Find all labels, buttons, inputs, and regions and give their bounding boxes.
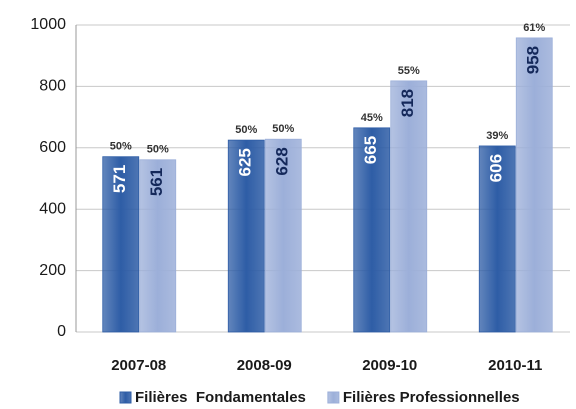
share-label: 50% [272,123,294,135]
y-tick-label: 800 [39,78,66,95]
value-label: 561 [147,168,166,196]
x-tick-label: 2008-09 [237,357,292,374]
share-label: 39% [486,130,508,142]
bar [227,139,265,333]
legend-swatch [327,391,340,404]
value-label: 628 [273,147,292,175]
legend-swatch [119,391,132,404]
x-tick-label: 2009-10 [362,357,417,374]
y-tick-label: 400 [39,200,66,217]
legend-label: Filières Professionnelles [343,389,520,406]
value-label: 625 [236,148,255,176]
share-label: 50% [110,141,132,153]
bar [390,80,428,333]
share-label: 61% [523,22,545,34]
bar [139,159,177,333]
x-tick-label: 2010-11 [488,357,542,374]
bar [515,37,553,333]
value-label: 958 [524,46,543,74]
bar [478,145,516,333]
bar [102,156,140,333]
share-label: 50% [235,124,257,136]
bar [353,127,391,333]
value-label: 571 [110,165,129,193]
x-tick-label: 2007-08 [111,357,166,374]
share-label: 45% [361,112,383,124]
y-tick-label: 600 [39,139,66,156]
legend-label: Filières Fondamentales [135,389,306,406]
bar [264,138,302,333]
y-tick-label: 1000 [30,16,66,33]
y-tick-label: 0 [57,323,66,340]
value-label: 665 [361,136,380,164]
share-label: 55% [398,65,420,77]
value-label: 606 [487,154,506,182]
y-tick-label: 200 [39,262,66,279]
share-label: 50% [147,144,169,156]
value-label: 818 [398,89,417,117]
